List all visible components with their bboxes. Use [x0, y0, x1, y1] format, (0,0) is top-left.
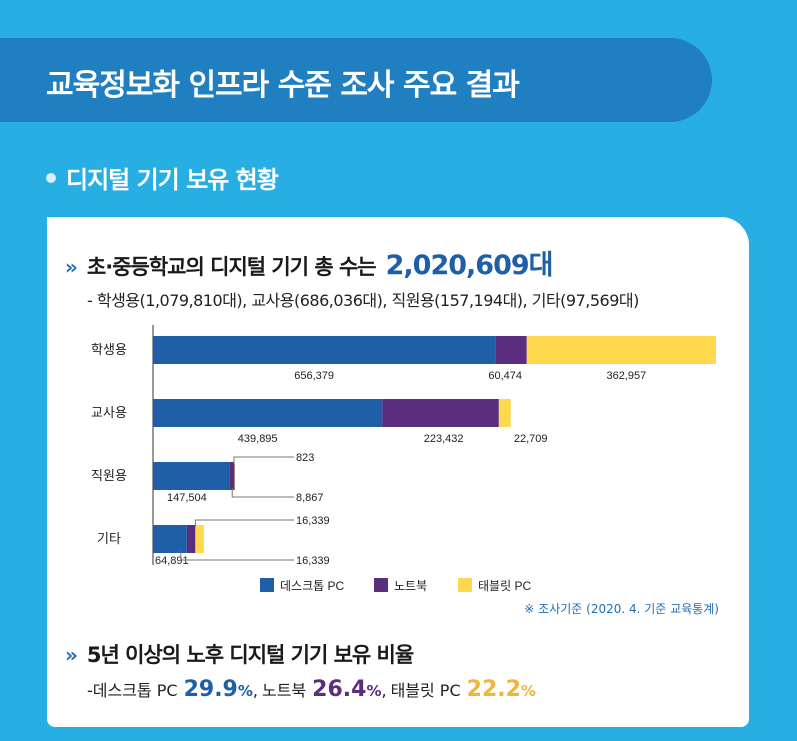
ratio-item: 데스크톱 PC 29.9%, [93, 677, 258, 702]
bar-segment [195, 525, 204, 553]
ratio-prefix: - [87, 681, 93, 700]
legend-label: 노트북 [394, 579, 427, 593]
bar-segment [153, 336, 496, 364]
ratio-item: 노트북 26.4%, [262, 677, 387, 702]
data-label: 8,867 [296, 492, 324, 504]
legend-swatch [458, 578, 472, 592]
ratio-separator: , [381, 681, 387, 700]
bar-segment [495, 336, 527, 364]
leader-line [180, 551, 294, 561]
bar-segment [229, 462, 235, 490]
page-title: 교육정보화 인프라 수준 조사 주요 결과 [46, 68, 520, 103]
section-header: 디지털 기기 보유 현황 [46, 160, 279, 195]
ratio-label: 데스크톱 PC [92, 681, 178, 700]
data-label: 147,504 [167, 492, 207, 504]
bar-segment [153, 462, 230, 490]
ratio-number: 29.9 [183, 677, 238, 702]
section-title: 디지털 기기 보유 현황 [66, 166, 279, 194]
bar-segment [526, 336, 716, 364]
data-label: 64,891 [155, 555, 189, 567]
ratio-value: 29.9% [184, 677, 253, 702]
data-label: 16,339 [296, 555, 330, 567]
breakdown-text: - 학생용(1,079,810대), 교사용(686,036대), 직원용(15… [87, 291, 639, 310]
title-banner: 교육정보화 인프라 수준 조사 주요 결과 [0, 38, 712, 122]
chevron-right-icon: » [65, 643, 78, 667]
bullet-dot-icon [46, 172, 56, 183]
source-note: ※ 조사기준 (2020. 4. 기준 교육통계) [524, 602, 719, 616]
category-label: 교사용 [91, 405, 127, 420]
bar-segment [153, 399, 383, 427]
data-label: 22,709 [514, 433, 548, 445]
ratio-number: 22.2 [466, 677, 521, 702]
data-label: 60,474 [488, 370, 522, 382]
ratio-unit: % [520, 682, 536, 700]
ratio-item: 태블릿 PC 22.2% [391, 677, 536, 702]
bar-segment [186, 525, 196, 553]
data-label: 823 [296, 452, 314, 464]
leader-line [231, 488, 294, 498]
aging-headline: » 5년 이상의 노후 디지털 기기 보유 비율 [65, 639, 414, 669]
ratio-unit: % [366, 682, 382, 700]
category-label: 직원용 [91, 468, 127, 483]
stacked-bar-chart: 학생용 656,379 60,474 362,957 교사용 439,895 223,432… [91, 325, 716, 593]
data-label: 439,895 [238, 433, 278, 445]
category-label: 기타 [97, 531, 121, 546]
ratio-label: 노트북 [261, 681, 307, 700]
chevron-right-icon: » [65, 255, 78, 279]
ratio-number: 26.4 [312, 677, 367, 702]
ratio-value: 26.4% [312, 677, 381, 702]
legend-swatch [260, 578, 274, 592]
aging-ratios: - 데스크톱 PC 29.9%, 노트북 26.4%, 태블릿 PC 22.2% [87, 677, 540, 702]
leader-line [194, 519, 294, 527]
data-label: 362,957 [606, 370, 646, 382]
total-headline: » 초·중등학교의 디지털 기기 총 수는 2,020,609대 [65, 243, 553, 282]
total-headline-text: 초·중등학교의 디지털 기기 총 수는 [86, 255, 377, 279]
data-label: 16,339 [296, 515, 330, 527]
legend-label: 데스크톱 PC [280, 579, 344, 593]
ratio-label: 태블릿 PC [390, 681, 461, 700]
category-label: 학생용 [91, 342, 127, 357]
data-label: 656,379 [294, 370, 334, 382]
legend-swatch [374, 578, 388, 592]
info-card: » 초·중등학교의 디지털 기기 총 수는 2,020,609대 - 학생용(1… [47, 217, 749, 727]
ratio-unit: % [237, 682, 253, 700]
bar-segment [498, 399, 511, 427]
legend-label: 태블릿 PC [478, 579, 531, 593]
aging-headline-text: 5년 이상의 노후 디지털 기기 보유 비율 [86, 643, 414, 667]
ratio-separator: , [252, 681, 258, 700]
leader-line [233, 456, 294, 464]
bar-segment [382, 399, 499, 427]
ratio-value: 22.2% [467, 677, 536, 702]
data-label: 223,432 [424, 433, 464, 445]
total-count: 2,020,609대 [385, 250, 554, 281]
bar-segment [153, 525, 187, 553]
